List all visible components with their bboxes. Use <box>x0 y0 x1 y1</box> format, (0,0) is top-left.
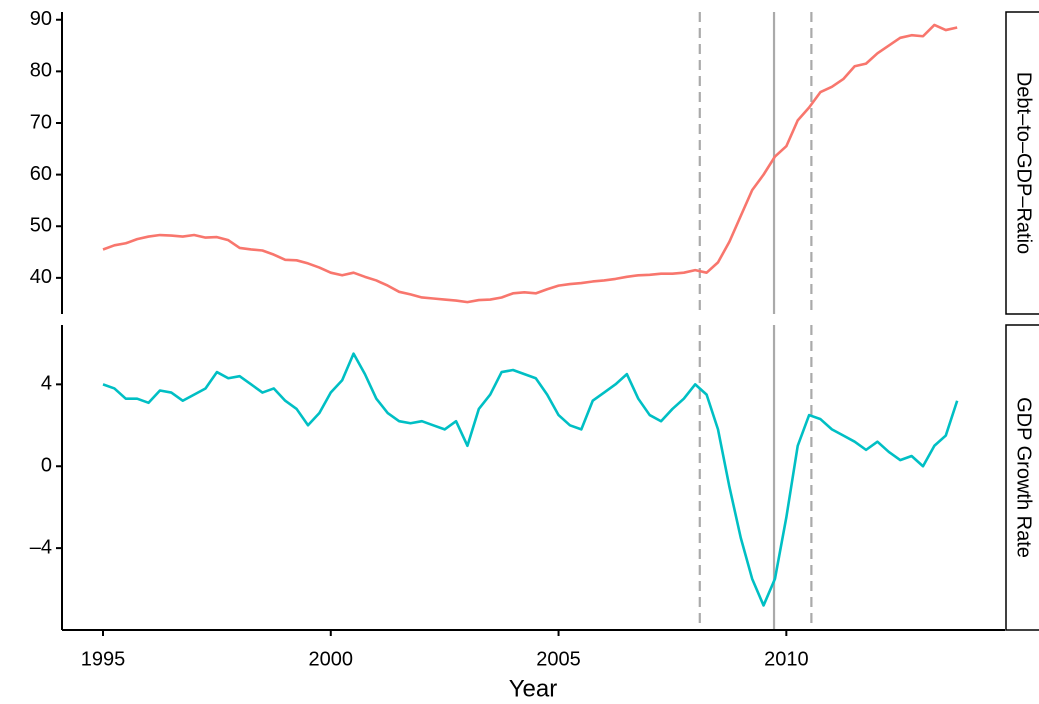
x-tick-label: 1995 <box>81 648 126 670</box>
x-tick-label: 2005 <box>536 648 581 670</box>
y-tick-label: 0 <box>41 455 52 477</box>
y-tick-label: –4 <box>30 536 52 558</box>
series-line <box>102 23 958 304</box>
facet-strip <box>1005 11 1039 315</box>
y-tick-label: 60 <box>30 163 52 185</box>
series-line <box>102 352 959 607</box>
facet-label: GDP Growth Rate <box>1013 397 1035 558</box>
y-tick-label: 80 <box>30 60 52 82</box>
facet-label: Debt–to–GDP–Ratio <box>1013 72 1035 254</box>
y-tick-label: 4 <box>41 373 52 395</box>
y-tick-label: 70 <box>30 111 52 133</box>
y-tick-label: 90 <box>30 8 52 30</box>
y-tick-label: 40 <box>30 266 52 288</box>
y-tick-label: 50 <box>30 215 52 237</box>
facet-strip <box>1005 324 1039 631</box>
x-axis-label: Year <box>509 675 558 702</box>
x-tick-label: 2000 <box>309 648 354 670</box>
x-tick-label: 2010 <box>764 648 809 670</box>
